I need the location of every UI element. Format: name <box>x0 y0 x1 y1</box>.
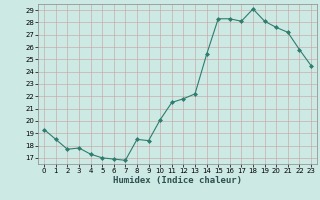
X-axis label: Humidex (Indice chaleur): Humidex (Indice chaleur) <box>113 176 242 185</box>
